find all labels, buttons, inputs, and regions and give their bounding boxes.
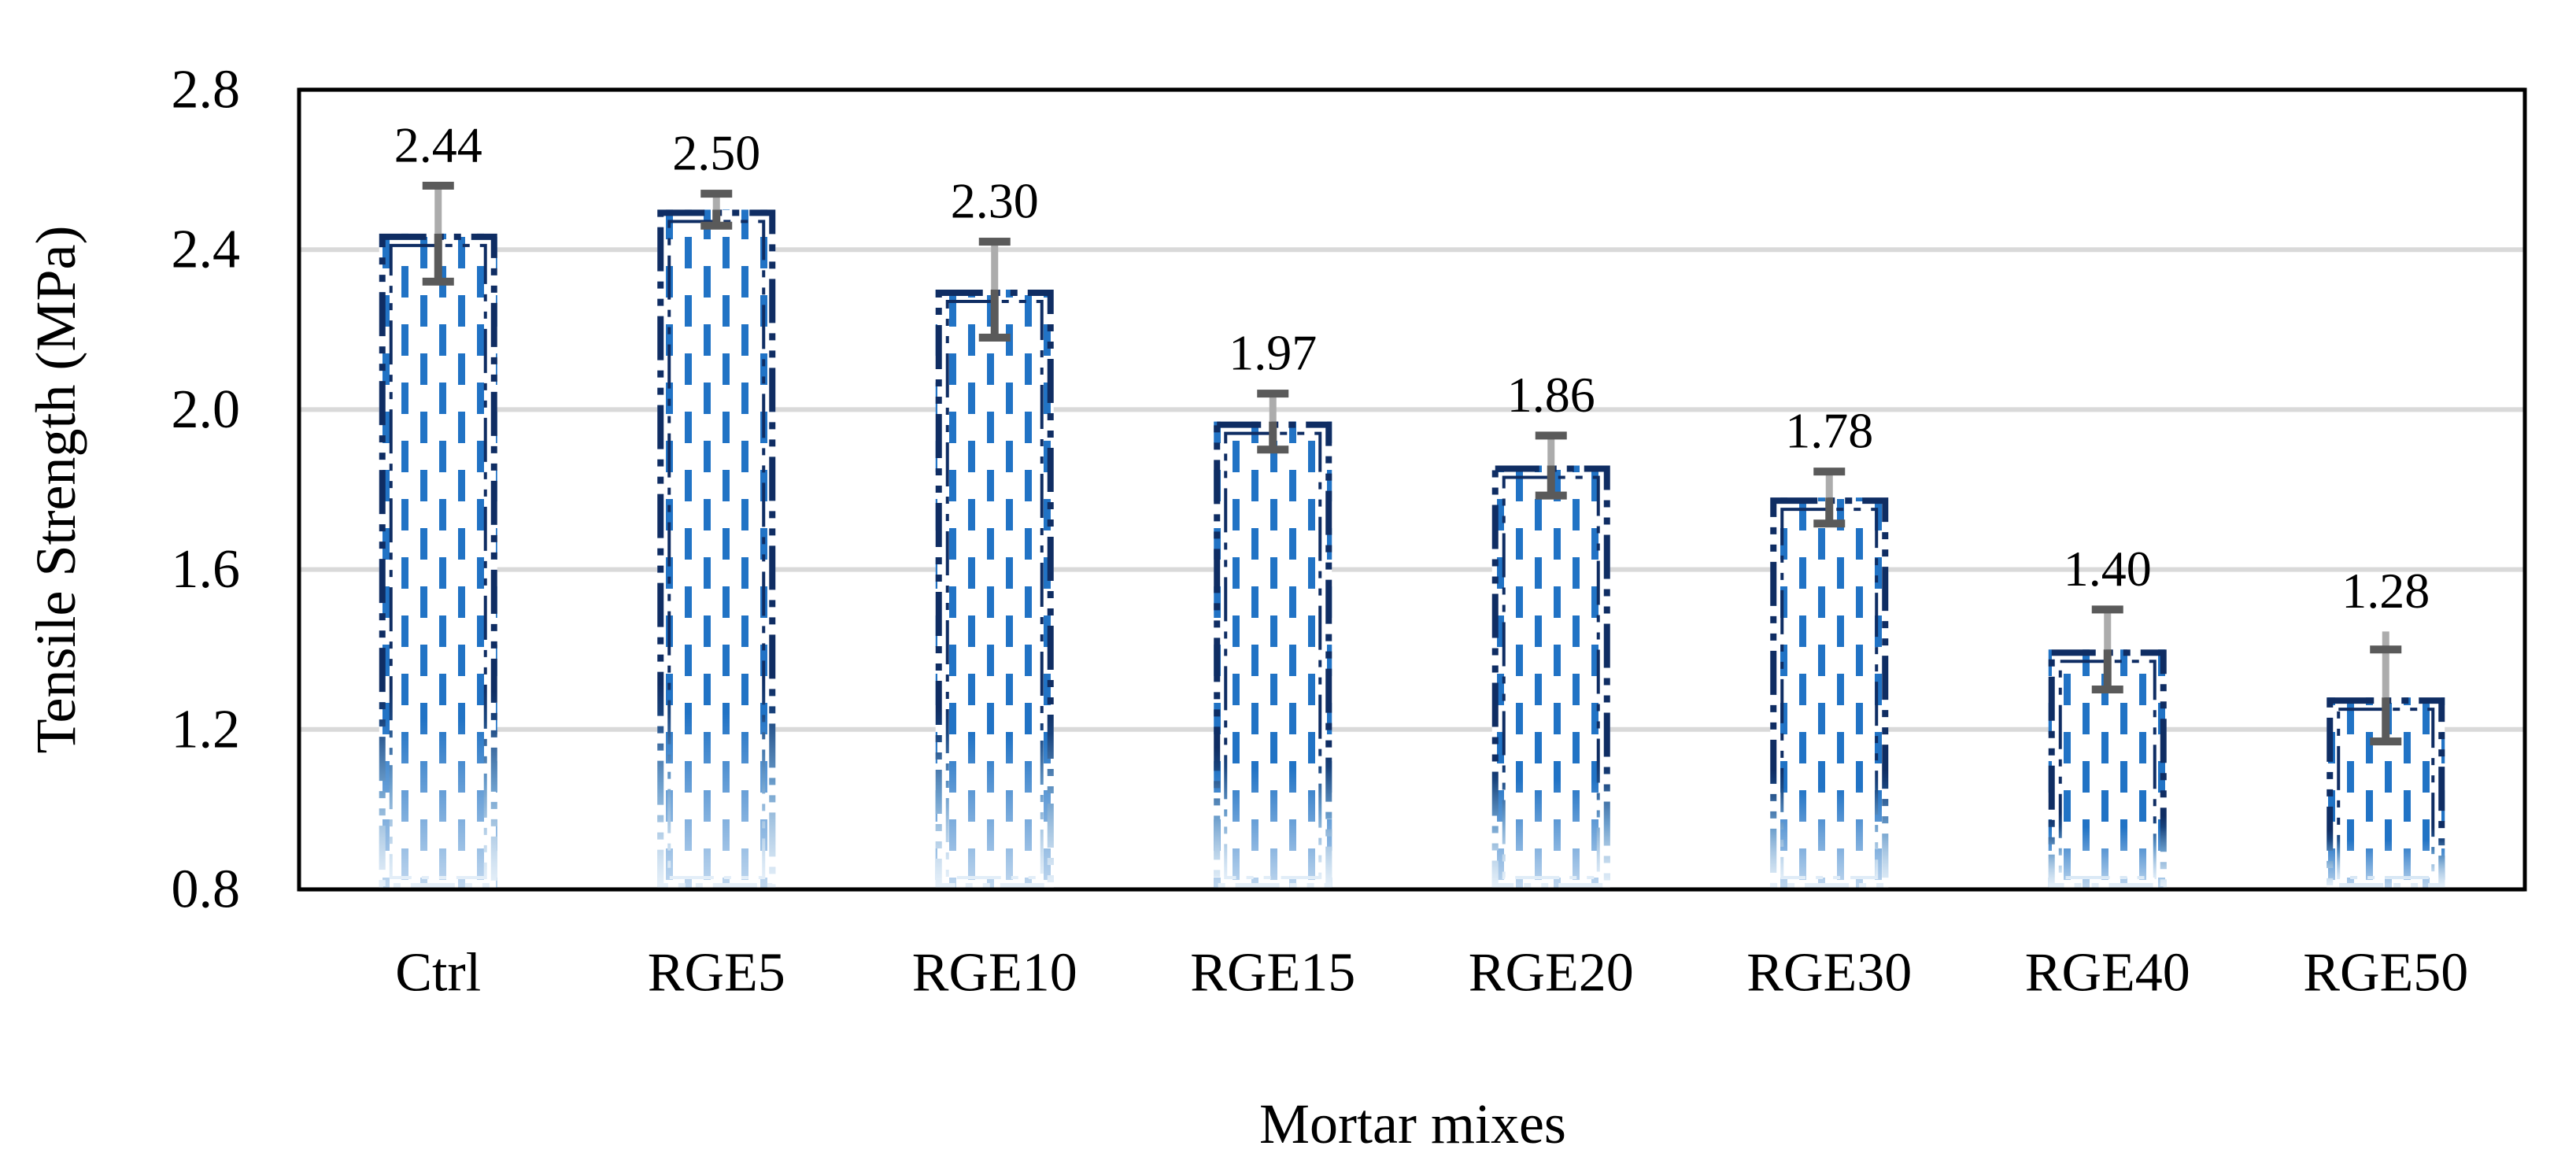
error-cap-bottom xyxy=(1535,491,1567,500)
plot-frame xyxy=(297,87,2527,892)
error-cap-top xyxy=(1535,431,1567,440)
data-label-rge20: 1.86 xyxy=(1507,367,1595,423)
error-line-dark xyxy=(1547,465,1555,496)
error-line-light xyxy=(1825,471,1833,498)
data-label-rge40: 1.40 xyxy=(2064,541,2152,597)
error-line-light xyxy=(1547,435,1555,466)
error-bar-rge50 xyxy=(2370,631,2402,746)
error-cap-top xyxy=(700,190,733,198)
bar-bottom-fade xyxy=(379,233,497,889)
error-cap-top xyxy=(1813,468,1846,476)
error-line-light xyxy=(991,242,999,290)
error-line-light xyxy=(2104,609,2112,650)
ytick-2.8: 2.8 xyxy=(172,60,241,120)
error-bar-ctrl xyxy=(422,181,454,286)
error-line-dark xyxy=(434,233,442,282)
error-line-dark xyxy=(1269,421,1277,450)
bar-group-rge15 xyxy=(1214,421,1332,889)
error-line-light xyxy=(2382,631,2389,698)
xtick-ctrl: Ctrl xyxy=(395,943,481,1004)
error-line-light xyxy=(1269,394,1277,422)
xtick-rge10: RGE10 xyxy=(912,943,1077,1004)
error-bar-rge10 xyxy=(978,238,1011,342)
error-line-dark xyxy=(2382,697,2390,742)
xtick-rge30: RGE30 xyxy=(1746,943,1912,1004)
bar-group-rge10 xyxy=(935,290,1054,889)
x-axis-title: Mortar mixes xyxy=(1259,1092,1566,1155)
ytick-0.8: 0.8 xyxy=(172,859,241,920)
ytick-2.0: 2.0 xyxy=(172,379,241,440)
bar-bottom-fade xyxy=(1491,465,1610,889)
error-bar-rge40 xyxy=(2091,605,2123,693)
bar-group-rge5 xyxy=(657,209,776,889)
xtick-rge15: RGE15 xyxy=(1190,943,1355,1004)
error-bar-rge5 xyxy=(700,190,733,230)
error-cap-top xyxy=(978,238,1011,246)
plot-layer: 2.44 2.50 2.30 1.97 1.86 1.78 1.40 1.28 0.8 1.2 1.… xyxy=(172,60,2527,1004)
error-bar-rge15 xyxy=(1257,390,1289,454)
error-line-dark xyxy=(1825,497,1834,524)
data-label-rge50: 1.28 xyxy=(2341,563,2430,619)
ytick-2.4: 2.4 xyxy=(172,220,241,280)
error-cap-top xyxy=(2370,645,2402,654)
bar-bottom-fade xyxy=(935,290,1054,889)
xtick-rge50: RGE50 xyxy=(2303,943,2468,1004)
error-cap-bottom xyxy=(978,333,1011,342)
error-cap-top xyxy=(1257,390,1289,398)
error-line-light xyxy=(712,194,720,210)
bar-bottom-fade xyxy=(657,209,776,889)
error-cap-bottom xyxy=(1813,519,1846,528)
xtick-rge5: RGE5 xyxy=(648,943,785,1004)
error-line-light xyxy=(434,185,442,234)
data-label-rge15: 1.97 xyxy=(1229,325,1317,381)
error-cap-bottom xyxy=(2091,686,2123,693)
data-label-ctrl: 2.44 xyxy=(394,116,482,172)
y-axis-title: Tensile Strength (MPa) xyxy=(24,226,87,754)
error-cap-bottom xyxy=(1257,445,1289,454)
xtick-rge20: RGE20 xyxy=(1469,943,1634,1004)
error-cap-bottom xyxy=(2370,737,2402,746)
error-cap-bottom xyxy=(700,221,733,230)
error-cap-bottom xyxy=(422,277,454,286)
error-line-dark xyxy=(712,209,721,226)
bar-bottom-fade xyxy=(1770,497,1889,889)
error-cap-top xyxy=(422,181,454,190)
data-label-rge10: 2.30 xyxy=(951,173,1039,229)
bar-group-ctrl xyxy=(379,233,497,889)
error-bar-rge20 xyxy=(1535,431,1567,500)
error-cap-top xyxy=(2091,605,2123,614)
error-line-dark xyxy=(990,290,999,338)
bar-group-rge20 xyxy=(1491,465,1610,889)
xtick-rge40: RGE40 xyxy=(2025,943,2190,1004)
data-label-rge30: 1.78 xyxy=(1785,403,1873,459)
bar-group-rge30 xyxy=(1770,497,1889,889)
data-label-rge5: 2.50 xyxy=(672,125,760,181)
error-bar-rge30 xyxy=(1813,468,1846,528)
ytick-1.2: 1.2 xyxy=(172,699,241,760)
bar-bottom-fade xyxy=(1214,421,1332,889)
ytick-1.6: 1.6 xyxy=(172,539,241,600)
error-line-dark xyxy=(2103,649,2112,689)
